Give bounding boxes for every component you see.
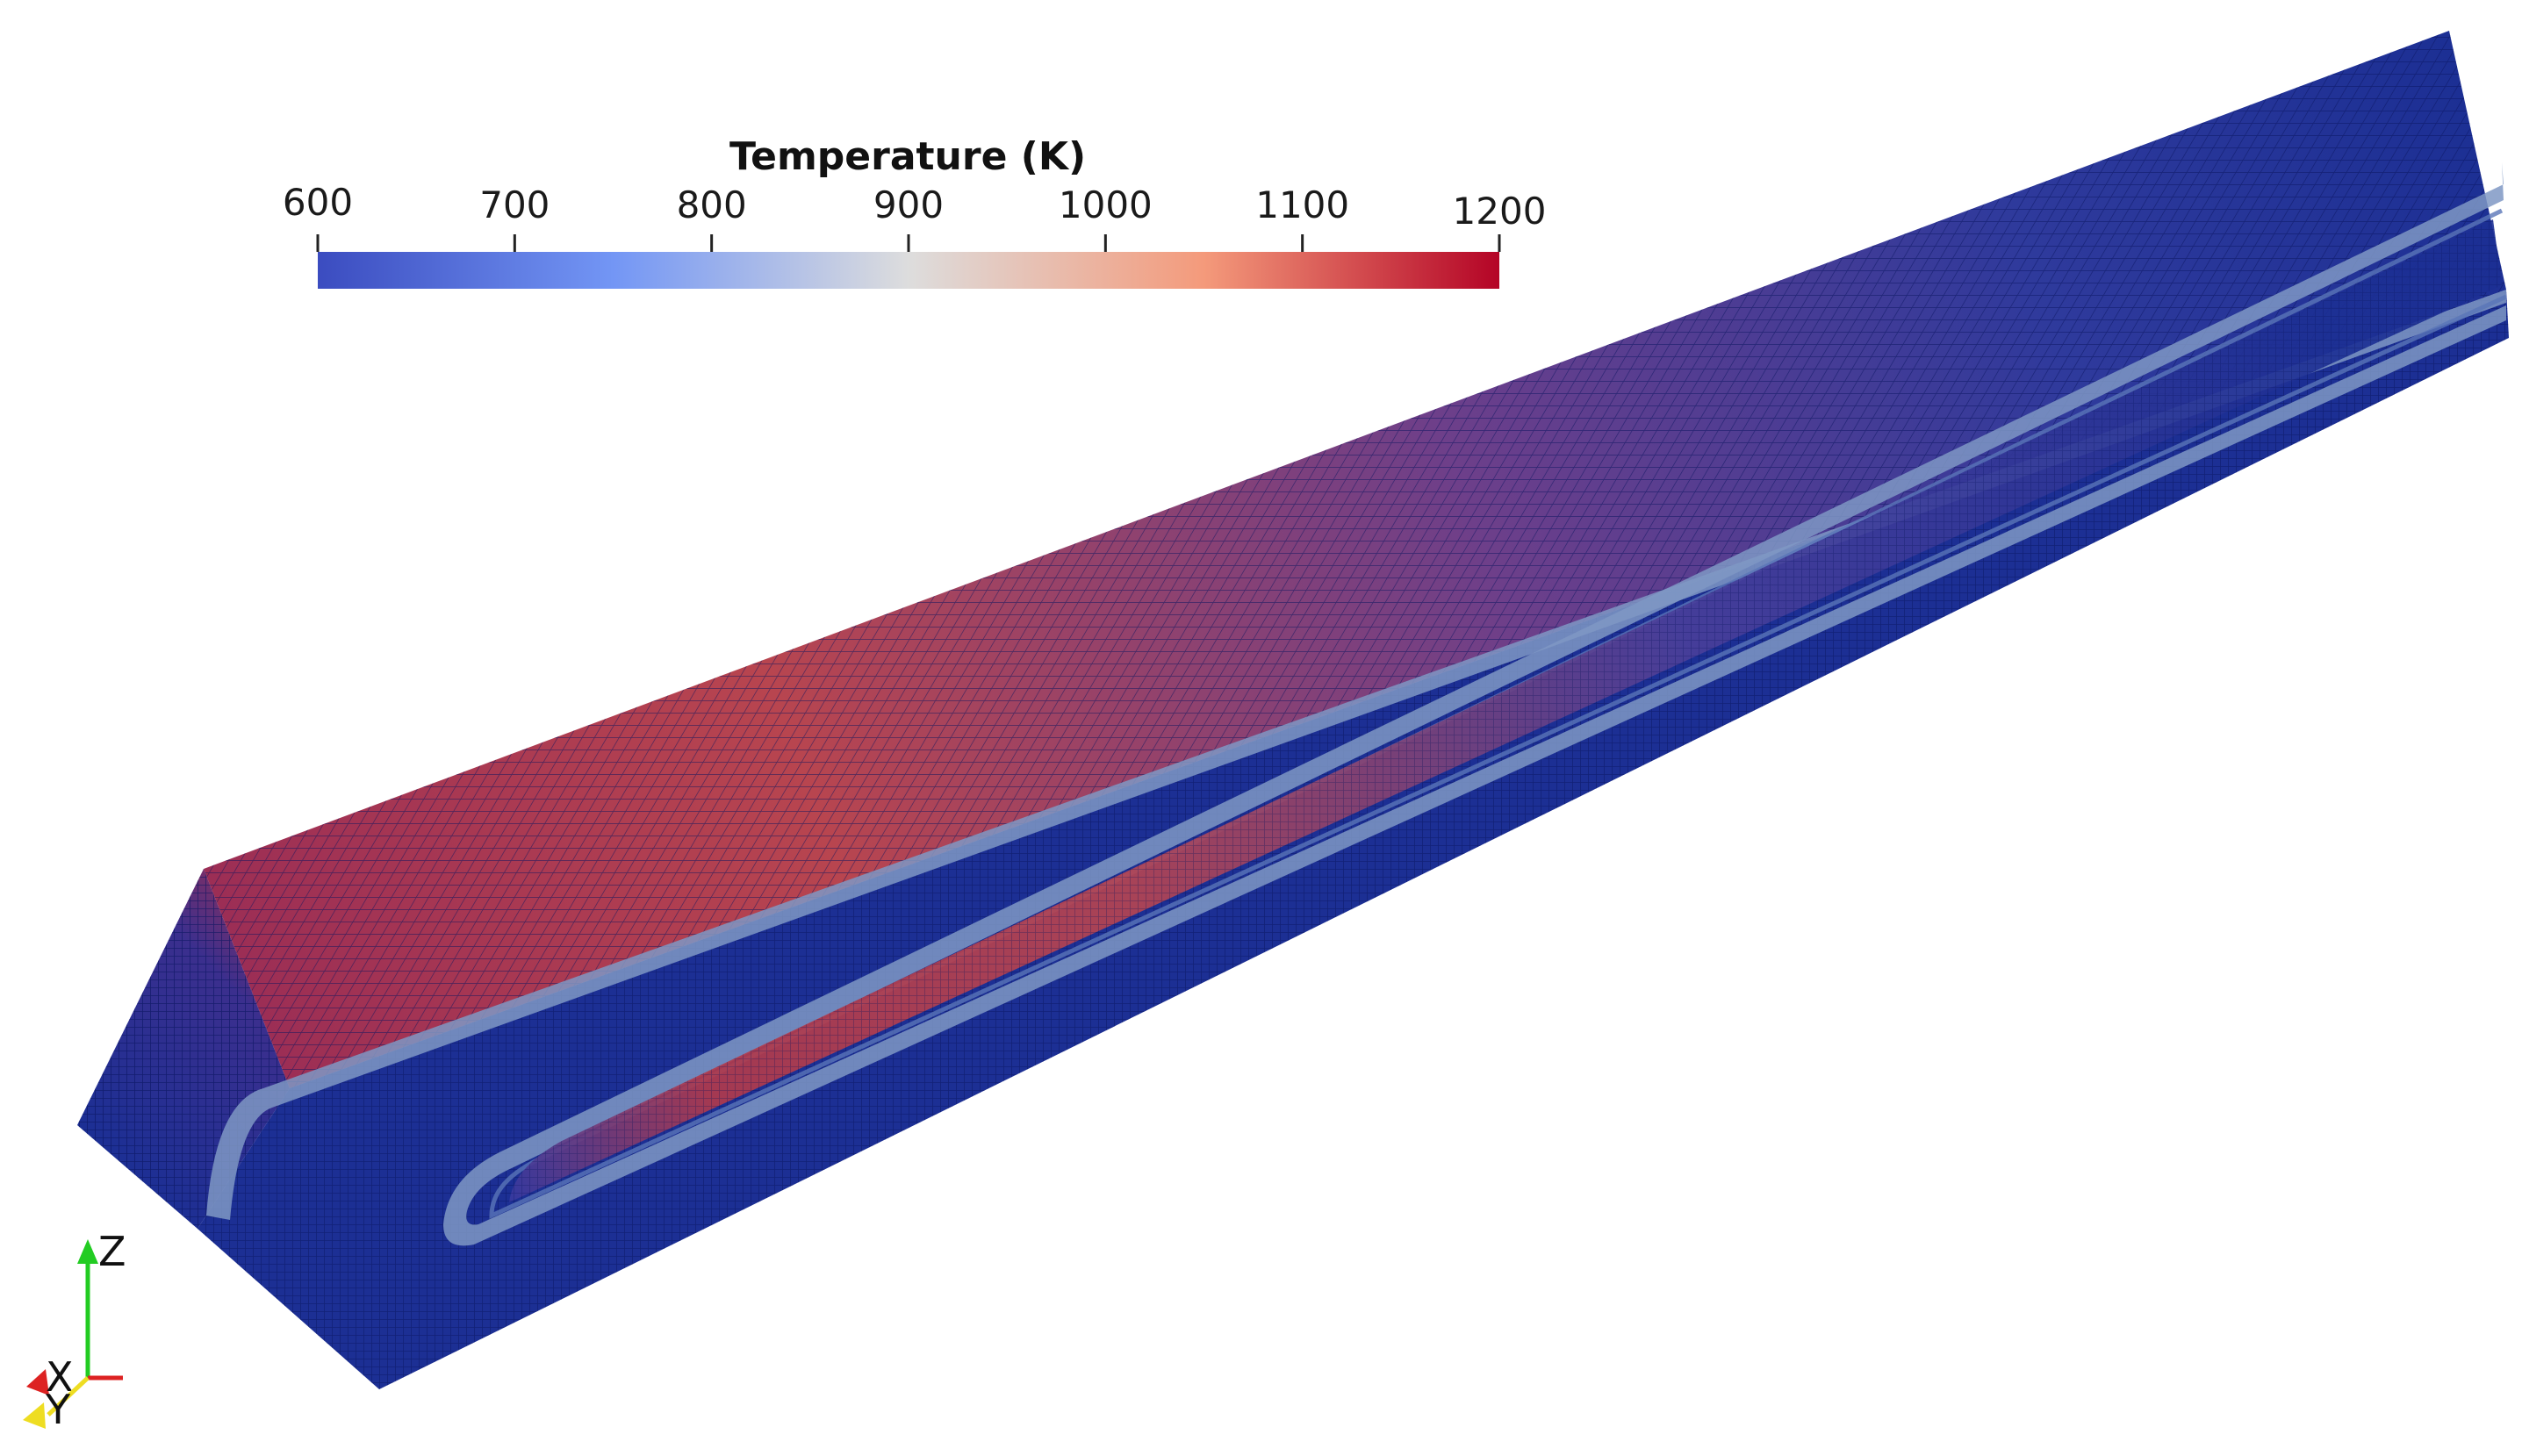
mesh-top-face-grid bbox=[204, 31, 2506, 1088]
colorbar-title: Temperature (K) bbox=[729, 134, 1086, 179]
colorbar-ticks: 600 700 800 900 1000 1100 1200 bbox=[283, 181, 1547, 252]
inner-cladding-loop bbox=[443, 162, 2506, 1246]
mesh-body bbox=[77, 31, 2509, 1389]
colorbar-tick-label: 1200 bbox=[1453, 190, 1547, 233]
colorbar: Temperature (K) 600 700 800 900 1000 1100 1200 bbox=[283, 134, 1547, 289]
colorbar-gradient bbox=[318, 252, 1499, 289]
colorbar-tick-label: 900 bbox=[873, 183, 944, 226]
y-axis-arrowhead bbox=[23, 1402, 46, 1429]
colorbar-tick-label: 1000 bbox=[1059, 183, 1153, 226]
z-axis-label: Z bbox=[98, 1228, 126, 1275]
z-axis-arrowhead bbox=[77, 1239, 98, 1264]
fuel-pellet-grid bbox=[509, 219, 2502, 1202]
colorbar-tick-label: 600 bbox=[283, 181, 353, 224]
colorbar-tick-label: 700 bbox=[479, 183, 550, 226]
orientation-axes: Z X Y bbox=[23, 1228, 126, 1433]
x-axis-arrowhead bbox=[26, 1369, 49, 1395]
y-axis-line bbox=[47, 1376, 90, 1417]
y-axis-label: Y bbox=[45, 1386, 71, 1433]
colorbar-tick-label: 800 bbox=[677, 183, 747, 226]
colorbar-tick-label: 1100 bbox=[1255, 183, 1349, 226]
